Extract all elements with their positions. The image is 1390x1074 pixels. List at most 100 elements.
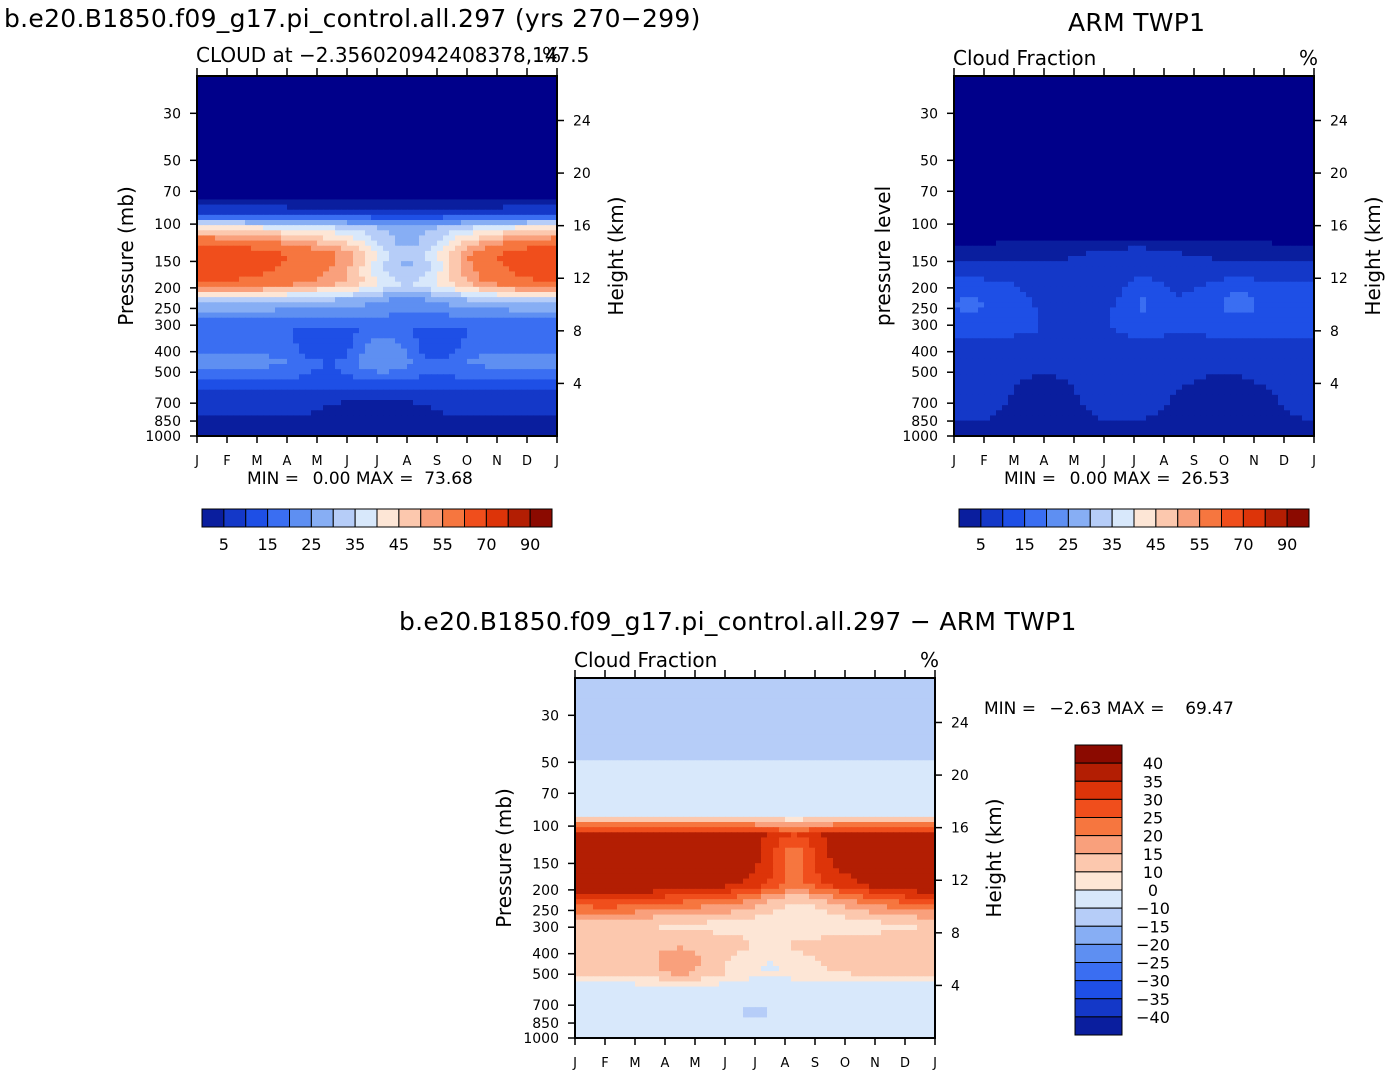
heatmap-cell xyxy=(419,184,426,190)
heatmap-cell xyxy=(257,76,264,82)
heatmap-cell xyxy=(239,384,246,391)
heatmap-cell xyxy=(479,81,486,87)
heatmap-cell xyxy=(984,81,991,87)
heatmap-cell xyxy=(1140,96,1147,103)
heatmap-cell xyxy=(491,106,498,113)
panel1-max-value: 73.68 xyxy=(424,469,473,489)
heatmap-cell xyxy=(359,297,366,303)
heatmap-cell xyxy=(299,112,306,118)
heatmap-cell xyxy=(1038,86,1045,93)
heatmap-cell xyxy=(269,389,276,396)
heatmap-cell xyxy=(443,209,450,216)
heatmap-cell xyxy=(467,91,474,98)
heatmap-cell xyxy=(407,117,414,123)
heatmap-cell xyxy=(389,333,396,339)
heatmap-cell xyxy=(431,425,438,432)
heatmap-cell xyxy=(371,235,378,242)
heatmap-cell xyxy=(431,322,438,329)
heatmap-cell xyxy=(377,430,384,437)
heatmap-cell xyxy=(1260,96,1267,103)
heatmap-cell xyxy=(407,261,414,267)
heatmap-cell xyxy=(473,286,480,293)
heatmap-cell xyxy=(419,415,426,422)
heatmap-cell xyxy=(227,173,234,180)
heatmap-cell xyxy=(353,209,360,216)
heatmap-cell xyxy=(545,307,552,314)
heatmap-cell xyxy=(251,86,258,93)
panel3-max-value: 69.47 xyxy=(1185,699,1234,719)
heatmap-cell xyxy=(407,132,414,139)
y-tick-label: 150 xyxy=(154,254,181,270)
heatmap-cell xyxy=(990,76,997,82)
heatmap-cell xyxy=(209,96,216,103)
heatmap-cell xyxy=(437,214,444,221)
heatmap-cell xyxy=(269,173,276,180)
heatmap-cell xyxy=(383,199,390,206)
heatmap-cell xyxy=(383,333,390,339)
heatmap-cell xyxy=(407,178,414,185)
heatmap-cell xyxy=(479,214,486,221)
panel2-max-label: MAX = xyxy=(1112,469,1171,489)
heatmap-cell xyxy=(413,379,420,386)
heatmap-cell xyxy=(1188,101,1195,108)
heatmap-cell xyxy=(443,220,450,226)
heatmap-cell xyxy=(1116,91,1123,98)
heatmap-cell xyxy=(515,384,522,391)
heatmap-cell xyxy=(257,256,264,262)
heatmap-cell xyxy=(359,173,366,180)
heatmap-cell xyxy=(335,168,342,175)
heatmap-cell xyxy=(413,307,420,314)
heatmap-cell xyxy=(461,235,468,242)
heatmap-cell xyxy=(245,173,252,180)
heatmap-cell xyxy=(371,76,378,82)
heatmap-cell xyxy=(341,101,348,108)
heatmap-cell xyxy=(251,101,258,108)
heatmap-cell xyxy=(347,214,354,221)
heatmap-cell xyxy=(425,142,432,149)
heatmap-cell xyxy=(353,112,360,118)
heatmap-cell xyxy=(455,214,462,221)
heatmap-cell xyxy=(527,271,534,278)
heatmap-cell xyxy=(539,199,546,206)
heatmap-cell xyxy=(395,153,402,159)
heatmap-cell xyxy=(1020,112,1027,118)
heatmap-cell xyxy=(275,379,282,386)
heatmap-cell xyxy=(233,302,240,309)
heatmap-cell xyxy=(227,178,234,185)
heatmap-cell xyxy=(1224,101,1231,108)
heatmap-cell xyxy=(317,353,324,360)
heatmap-cell xyxy=(359,240,366,247)
heatmap-cell xyxy=(1074,106,1081,113)
heatmap-cell xyxy=(972,96,979,103)
heatmap-cell xyxy=(395,199,402,206)
heatmap-cell xyxy=(209,384,216,391)
heatmap-cell xyxy=(533,194,540,201)
heatmap-cell xyxy=(353,245,360,252)
heatmap-cell xyxy=(233,292,240,298)
heatmap-cell xyxy=(293,266,300,273)
heatmap-cell xyxy=(1266,91,1273,98)
heatmap-cell xyxy=(365,173,372,180)
heatmap-cell xyxy=(443,271,450,278)
heatmap-cell xyxy=(527,163,534,170)
heatmap-cell xyxy=(425,220,432,226)
heatmap-cell xyxy=(233,394,240,401)
heatmap-cell xyxy=(455,333,462,339)
heatmap-cell xyxy=(473,333,480,339)
heatmap-cell xyxy=(311,302,318,309)
heatmap-cell xyxy=(197,225,204,231)
heatmap-cell xyxy=(257,415,264,422)
heatmap-cell xyxy=(227,204,234,211)
heatmap-cell xyxy=(509,338,516,345)
heatmap-cell xyxy=(491,364,498,370)
heatmap-cell xyxy=(377,194,384,201)
heatmap-cell xyxy=(491,158,498,165)
heatmap-cell xyxy=(1062,112,1069,118)
heatmap-cell xyxy=(353,348,360,355)
heatmap-cell xyxy=(215,384,222,391)
heatmap-cell xyxy=(359,343,366,350)
heatmap-cell xyxy=(413,430,420,437)
heatmap-cell xyxy=(353,384,360,391)
heatmap-cell xyxy=(401,312,408,319)
heatmap-cell xyxy=(377,353,384,360)
